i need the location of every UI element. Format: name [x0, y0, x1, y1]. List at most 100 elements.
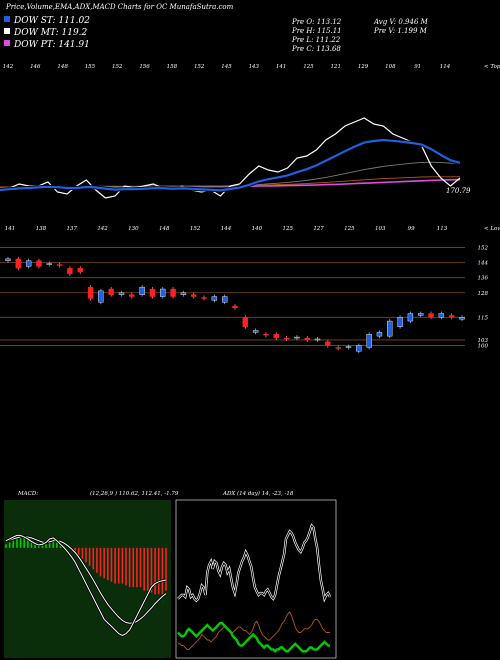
top-label: 108	[385, 64, 396, 70]
candle-body	[253, 330, 258, 332]
top-label: 141	[276, 64, 287, 70]
legend-st: DOW ST: 111.02	[13, 16, 90, 26]
top-label: 114	[440, 64, 451, 70]
candle-body	[36, 261, 41, 267]
candle-body	[202, 298, 207, 299]
top-label: 158	[167, 64, 178, 70]
low-label: 140	[252, 226, 263, 232]
low-label: 148	[159, 226, 170, 232]
candle-body	[325, 342, 330, 346]
price-tick-label: 136	[478, 276, 489, 282]
adx-panel-bg	[176, 500, 336, 658]
top-label: 145	[221, 64, 232, 70]
candle-body	[109, 289, 114, 295]
candle-body	[26, 261, 31, 267]
candle-body	[191, 295, 196, 297]
candle-body	[160, 289, 165, 297]
candle-body	[181, 293, 186, 295]
candle-body	[6, 259, 11, 261]
macd-title: MACD:	[17, 491, 38, 497]
low-label: 142	[97, 226, 108, 232]
adx-params: (14 day) 14, -23, -18	[237, 490, 294, 497]
candle-body	[98, 291, 103, 302]
low-label: 125	[282, 226, 293, 232]
candle-body	[336, 347, 341, 348]
candle-body	[140, 287, 145, 295]
stat-open: Pre O: 113.12	[291, 18, 342, 26]
candle-body	[398, 317, 403, 326]
top-label: 91	[414, 64, 421, 70]
top-label: 148	[57, 64, 68, 70]
low-label: 137	[66, 226, 77, 232]
candle-body	[387, 321, 392, 336]
top-label: 155	[85, 64, 96, 70]
candle-body	[57, 265, 62, 266]
stat-high: Pre H: 115.11	[291, 27, 342, 35]
candle-body	[233, 306, 238, 308]
candle-body	[88, 287, 93, 298]
low-label: 103	[375, 226, 386, 232]
price-tick-label: 128	[478, 291, 489, 297]
candle-body	[418, 314, 423, 316]
stat-avg-volume: Avg V: 0.946 M	[373, 18, 429, 26]
tops-labels: 142 146 148 155 152 156 158 152 145 143 141 125 121 1…	[3, 64, 500, 70]
price-tick-label: 115	[478, 315, 489, 321]
candle-body	[305, 338, 310, 340]
low-label: 141	[5, 226, 16, 232]
candle-body	[460, 317, 465, 319]
candle-body	[212, 297, 217, 301]
legend-swatch-mt	[4, 28, 10, 34]
candle-body	[449, 315, 454, 317]
candle-body	[129, 295, 134, 297]
top-label: 152	[112, 64, 123, 70]
candle-body	[119, 293, 124, 295]
price-stats: Pre O: 113.12 Pre H: 115.11 Pre L: 111.2…	[291, 18, 429, 53]
low-label: 152	[190, 226, 201, 232]
adx-title: ADX	[222, 491, 236, 497]
candle-body	[243, 317, 248, 326]
low-label: 138	[36, 226, 47, 232]
legend-pt: DOW PT: 141.91	[13, 40, 90, 50]
low-label: 99	[408, 226, 415, 232]
candle-body	[315, 339, 320, 340]
candle-body	[429, 314, 434, 318]
price-tick-label: 100	[478, 344, 489, 350]
top-label: 156	[139, 64, 150, 70]
price-tick-label: 144	[478, 261, 489, 267]
tops-suffix: < Tops	[484, 64, 500, 70]
candle-body	[377, 332, 382, 336]
legend-swatch-st	[4, 16, 10, 22]
candle-body	[439, 314, 444, 318]
lows-labels: 141 138 137 142 130 148 152 144 140 125 127 125 103 9…	[5, 226, 500, 232]
low-label: 113	[437, 226, 448, 232]
ema-series-line	[0, 162, 460, 188]
legend: DOW ST: 111.02 DOW MT: 119.2 DOW PT: 141…	[4, 16, 90, 50]
candle-body	[346, 347, 351, 348]
legend-swatch-pt	[4, 40, 10, 46]
macd-params: (12,26,9 ) 110.62, 112.41, -1.79	[90, 490, 179, 497]
top-label: 121	[331, 64, 342, 70]
chart-title: Price,Volume,EMA,ADX,MACD Charts for OC …	[5, 3, 234, 11]
candle-body	[284, 338, 289, 339]
low-label: 127	[313, 226, 324, 232]
top-label: 125	[303, 64, 314, 70]
price-tick-label: 152	[478, 246, 489, 252]
macd-panel-bg	[4, 500, 171, 658]
top-label: 146	[30, 64, 41, 70]
low-label: 125	[344, 226, 355, 232]
candle-body	[263, 334, 268, 335]
candle-body	[356, 346, 361, 352]
top-label: 152	[194, 64, 205, 70]
top-label: 142	[3, 64, 14, 70]
ema-panel	[0, 118, 460, 198]
lows-suffix: < Lows	[484, 226, 500, 232]
candle-body	[274, 334, 279, 338]
candle-body	[150, 289, 155, 297]
legend-mt: DOW MT: 119.2	[13, 28, 88, 38]
candle-body	[408, 314, 413, 322]
stat-close: Pre C: 113.68	[291, 45, 341, 53]
ema-last-value: 170.79	[446, 187, 471, 195]
candle-body	[47, 264, 52, 265]
candle-body	[367, 334, 372, 347]
